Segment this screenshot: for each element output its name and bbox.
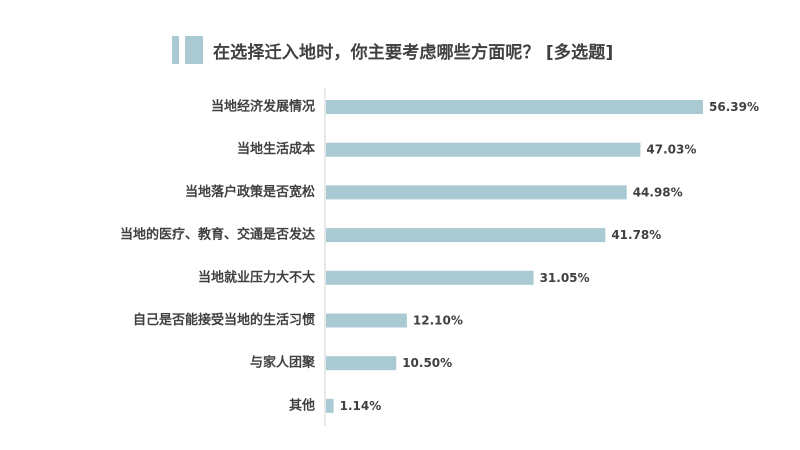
bar	[326, 142, 641, 157]
bar	[326, 398, 334, 413]
bar	[326, 185, 627, 200]
category-label: 当地经济发展情况	[211, 99, 315, 115]
category-label: 其他	[289, 397, 315, 413]
data-label: 44.98%	[633, 185, 683, 199]
bar	[326, 270, 534, 285]
data-label: 47.03%	[646, 143, 696, 157]
bar	[326, 100, 703, 114]
data-label: 56.39%	[709, 100, 759, 114]
category-label: 与家人团聚	[250, 355, 316, 371]
data-label: 12.10%	[413, 314, 463, 328]
category-label: 当地生活成本	[237, 141, 315, 157]
data-label: 1.14%	[340, 399, 382, 413]
category-label: 自己是否能接受当地的生活习惯	[133, 312, 315, 328]
title-accent-bar-large	[185, 36, 203, 64]
bar	[326, 356, 397, 371]
bar	[326, 313, 407, 328]
bar	[326, 228, 606, 243]
title-accent-bar-small	[172, 36, 179, 64]
chart-title-block: 在选择迁入地时，你主要考虑哪些方面呢？ [多选题]	[172, 36, 613, 64]
category-label: 当地就业压力大不大	[198, 269, 315, 285]
data-label: 10.50%	[402, 356, 452, 370]
data-label: 41.78%	[611, 228, 661, 242]
data-label: 31.05%	[540, 271, 590, 285]
category-label: 当地落户政策是否宽松	[185, 184, 315, 200]
chart-title: 在选择迁入地时，你主要考虑哪些方面呢？ [多选题]	[213, 42, 614, 63]
category-label: 当地的医疗、教育、交通是否发达	[120, 227, 315, 243]
